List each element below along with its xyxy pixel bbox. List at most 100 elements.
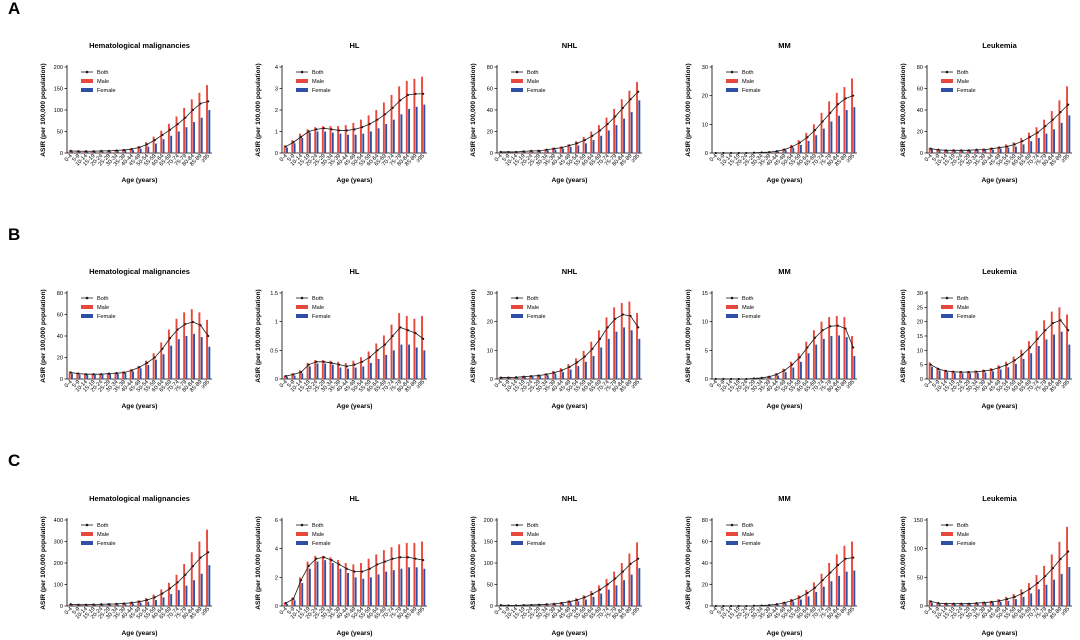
bar-male	[1058, 100, 1061, 153]
bar-male	[851, 541, 853, 606]
bar-male	[636, 542, 638, 606]
bar-male	[559, 602, 562, 606]
bar-female	[799, 144, 802, 153]
bar-male	[959, 603, 962, 606]
legend-both-label: Both	[742, 296, 754, 302]
bar-female	[961, 150, 964, 153]
point-both	[191, 320, 195, 324]
bar-male	[321, 126, 324, 153]
bar-male	[190, 99, 193, 153]
bar-male	[928, 362, 931, 379]
legend-female-swatch	[726, 88, 738, 92]
bar-male	[298, 133, 301, 153]
legend-male-label: Male	[97, 305, 109, 311]
bar-male	[1066, 526, 1068, 606]
bar-female	[623, 580, 626, 606]
x-tick-label: ≥95	[200, 379, 211, 390]
bar-male	[1043, 565, 1046, 606]
bar-female	[799, 599, 802, 606]
bar-male	[175, 574, 178, 606]
point-both	[722, 377, 725, 381]
point-both	[315, 128, 318, 131]
y-tick-label: 80	[702, 518, 708, 524]
x-tick-label: 0-4	[64, 606, 74, 616]
bar-male	[521, 150, 524, 153]
bar-female	[385, 123, 388, 153]
bar-female	[946, 372, 949, 379]
y-tick-label: 60	[57, 313, 63, 319]
point-both	[783, 148, 786, 151]
bar-male	[1027, 583, 1030, 606]
point-both	[714, 377, 717, 381]
point-both	[176, 328, 179, 331]
bar-female	[1007, 600, 1010, 606]
point-both	[146, 143, 149, 146]
bar-male	[306, 129, 309, 153]
bar-male	[989, 600, 992, 606]
point-both	[852, 556, 855, 559]
x-axis-label: Age (years)	[337, 403, 373, 410]
legend-both-label: Both	[957, 70, 969, 76]
legend-male-label: Male	[527, 532, 539, 538]
legend-both-marker	[730, 296, 734, 300]
point-both	[591, 592, 594, 596]
point-both	[813, 128, 817, 132]
bar-female	[792, 367, 795, 379]
point-both	[714, 151, 717, 155]
bar-female	[577, 145, 580, 153]
point-both	[130, 369, 133, 372]
bar-male	[951, 370, 954, 379]
point-both	[836, 564, 840, 567]
point-both	[191, 108, 195, 112]
point-both	[107, 149, 111, 152]
bar-male	[851, 78, 853, 153]
x-tick-label: 0-4	[64, 153, 74, 163]
legend-both-label: Both	[312, 296, 324, 302]
x-tick-label: 5-9	[286, 379, 296, 389]
x-tick-label: 0-4	[494, 606, 504, 616]
bar-female	[961, 604, 964, 606]
point-both	[115, 602, 118, 605]
bar-female	[630, 330, 633, 379]
point-both	[583, 139, 586, 142]
x-axis-label: Age (years)	[122, 403, 158, 410]
y-tick-label: 6	[275, 518, 278, 524]
bar-female	[408, 108, 411, 153]
bar-female	[71, 151, 73, 153]
bar-female	[815, 592, 818, 606]
bar-male	[974, 149, 977, 153]
point-both	[92, 150, 95, 153]
point-both	[353, 570, 356, 573]
bar-female	[554, 149, 557, 153]
bar-female	[385, 354, 388, 379]
x-tick-label: 5-9	[931, 153, 941, 163]
bar-male	[298, 370, 301, 379]
bar-female	[362, 578, 365, 606]
point-both	[115, 371, 118, 375]
legend-male-label: Male	[312, 532, 324, 538]
bar-female	[400, 568, 403, 606]
point-both	[752, 377, 756, 380]
bar-male	[575, 598, 577, 606]
bar-male	[544, 373, 547, 379]
bar-male	[820, 321, 823, 379]
point-both	[1036, 581, 1039, 585]
bar-female	[992, 602, 994, 606]
bar-male	[122, 149, 125, 153]
bar-female	[154, 143, 157, 153]
point-both	[77, 150, 80, 153]
point-both	[422, 92, 425, 95]
bar-male	[306, 561, 309, 606]
chart-b-2: HL ASIR (per 100,000 population) 0 0.5 1 1.5 0…	[255, 267, 427, 410]
bar-male	[820, 112, 823, 153]
bar-male	[405, 542, 408, 606]
bar-male	[198, 312, 201, 379]
y-tick-label: 100	[54, 583, 63, 589]
bar-female	[324, 560, 327, 606]
bar-male	[1005, 596, 1007, 606]
bar-male	[567, 600, 570, 606]
bar-male	[1005, 144, 1007, 153]
legend-both-label: Both	[312, 523, 324, 529]
point-both	[998, 146, 1001, 149]
bar-male	[375, 554, 378, 606]
